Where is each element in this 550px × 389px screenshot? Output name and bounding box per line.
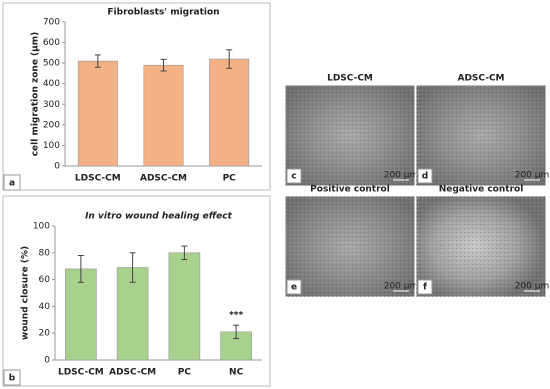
y-tick-label: 100 (33, 222, 50, 232)
bar (116, 267, 149, 361)
y-tick-label: 100 (43, 141, 60, 151)
panel-label: d (422, 172, 428, 182)
x-tick-label: LDSC-CM (58, 368, 104, 378)
y-tick-label: 300 (43, 100, 60, 110)
panel-label-box (417, 279, 433, 295)
y-tick-label: 20 (39, 329, 51, 339)
image-title: Negative control (439, 185, 524, 195)
error-bar (160, 58, 167, 72)
bar (77, 60, 118, 167)
y-tick-label: 60 (39, 275, 51, 285)
panel-frame (2, 195, 271, 387)
x-tick-label: ADSC-CM (109, 368, 156, 378)
image-title: LDSC-CM (327, 74, 373, 84)
y-tick-label: 200 (43, 120, 60, 130)
y-tick-label: 0 (44, 356, 50, 366)
panel-label: c (291, 172, 296, 182)
x-tick-label: NC (229, 368, 244, 378)
panel-label-box (286, 279, 302, 295)
x-tick-label: PC (223, 174, 237, 184)
y-tick-label: 600 (43, 38, 60, 48)
panel-label-box (3, 369, 21, 386)
scale-text: 200 µm (384, 171, 419, 181)
image-title: Positive control (310, 185, 390, 195)
micrograph-texture (285, 196, 415, 297)
panel-label: e (291, 283, 297, 293)
error-bar (226, 49, 233, 69)
error-bar (94, 54, 101, 68)
error-bar (129, 252, 136, 283)
bar (143, 64, 184, 167)
x-tick-label: LDSC-CM (75, 174, 121, 184)
image-title: ADSC-CM (457, 74, 504, 84)
y-tick-label: 700 (43, 18, 60, 28)
panel-label-box (286, 168, 302, 184)
x-tick-label: PC (178, 368, 192, 378)
panel-label-box (3, 174, 21, 191)
bar (209, 58, 250, 167)
y-tick-label: 40 (39, 302, 51, 312)
y-axis-label: wound closure (%) (21, 246, 31, 340)
error-bar (77, 254, 84, 283)
scale-text: 200 µm (515, 282, 550, 292)
annotation: *** (229, 311, 243, 321)
panel-label: a (9, 179, 15, 189)
chart-title: In vitro wound healing effect (85, 212, 233, 222)
panel-label-box (417, 168, 433, 184)
chart-title: Fibroblasts' migration (107, 8, 219, 18)
panel-frame (2, 2, 271, 191)
y-tick-label: 400 (43, 79, 60, 89)
bar (168, 252, 201, 361)
panel-label: f (423, 283, 427, 293)
error-bar (233, 324, 240, 340)
y-tick-label: 500 (43, 59, 60, 69)
micrograph-texture (416, 196, 546, 297)
scale-text: 200 µm (384, 282, 419, 292)
error-bar (181, 245, 188, 260)
panel-label: b (9, 374, 16, 384)
x-tick-label: ADSC-CM (140, 174, 187, 184)
micrograph-texture (416, 85, 546, 186)
y-axis-label: cell migration zone (µm) (31, 32, 41, 157)
micrograph-texture (285, 85, 415, 186)
y-tick-label: 80 (39, 248, 51, 258)
scale-text: 200 µm (515, 171, 550, 181)
y-tick-label: 0 (54, 162, 60, 172)
